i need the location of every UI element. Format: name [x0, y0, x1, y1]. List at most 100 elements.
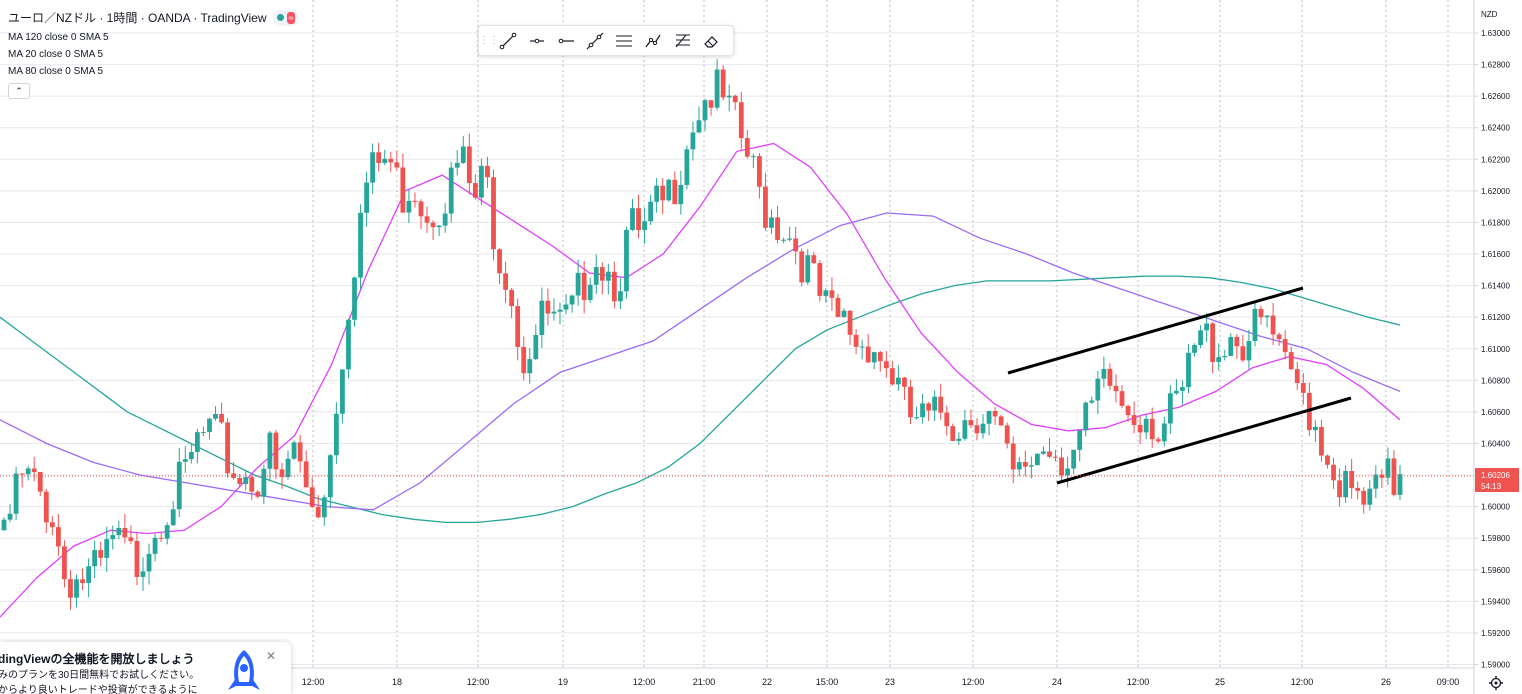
candle-body[interactable]: [714, 69, 720, 108]
candle-body[interactable]: [932, 396, 938, 411]
candle-body[interactable]: [237, 478, 243, 484]
candle-body[interactable]: [509, 289, 515, 307]
candle-body[interactable]: [974, 425, 980, 434]
candle-body[interactable]: [472, 183, 478, 198]
candle-body[interactable]: [92, 550, 98, 567]
candle-body[interactable]: [799, 251, 805, 283]
candle-body[interactable]: [1089, 400, 1095, 403]
candle-body[interactable]: [1028, 465, 1034, 467]
candle-body[interactable]: [684, 149, 690, 185]
candle-body[interactable]: [630, 208, 635, 230]
candle-body[interactable]: [1349, 471, 1355, 488]
candle-body[interactable]: [370, 152, 376, 183]
candle-body[interactable]: [1234, 337, 1240, 347]
ma-80-line[interactable]: [0, 212, 1401, 511]
candle-body[interactable]: [877, 352, 883, 362]
eraser-icon[interactable]: [696, 26, 725, 55]
candle-body[interactable]: [1216, 357, 1222, 362]
candle-body[interactable]: [128, 537, 134, 542]
candle-body[interactable]: [605, 271, 611, 281]
candle-body[interactable]: [273, 432, 279, 470]
candle-body[interactable]: [388, 158, 394, 163]
candle-body[interactable]: [1095, 378, 1101, 401]
candle-body[interactable]: [479, 165, 484, 198]
candle-body[interactable]: [1319, 426, 1324, 456]
candle-body[interactable]: [194, 432, 200, 452]
candle-body[interactable]: [1294, 369, 1300, 383]
candle-body[interactable]: [491, 177, 496, 250]
candle-body[interactable]: [485, 165, 490, 178]
candle-body[interactable]: [442, 213, 448, 226]
candle-body[interactable]: [80, 579, 85, 584]
candle-body[interactable]: [1113, 385, 1119, 392]
candle-body[interactable]: [1331, 464, 1336, 481]
candle-body[interactable]: [841, 310, 847, 317]
candle-body[interactable]: [938, 396, 944, 413]
upgrade-promo-popup[interactable]: dingViewの全機能を開放しましょう みのプランを30日間無料でお試しくださ…: [0, 642, 291, 694]
candle-body[interactable]: [557, 309, 563, 312]
candle-body[interactable]: [823, 290, 829, 296]
candle-body[interactable]: [394, 162, 400, 168]
candle-body[interactable]: [1071, 449, 1077, 469]
candle-body[interactable]: [188, 451, 194, 460]
candle-body[interactable]: [225, 422, 231, 474]
candle-body[interactable]: [424, 216, 430, 223]
candle-body[interactable]: [55, 527, 61, 547]
candle-body[interactable]: [249, 477, 255, 492]
candle-body[interactable]: [1282, 339, 1288, 353]
candle-body[interactable]: [992, 410, 998, 417]
candle-body[interactable]: [321, 497, 327, 518]
candle-body[interactable]: [1258, 308, 1264, 318]
candle-body[interactable]: [1041, 451, 1046, 454]
candle-body[interactable]: [201, 432, 206, 434]
candle-body[interactable]: [104, 539, 110, 558]
candle-body[interactable]: [261, 468, 267, 497]
candle-body[interactable]: [1186, 352, 1191, 388]
candle-body[interactable]: [1312, 426, 1318, 431]
candle-body[interactable]: [611, 271, 617, 302]
candle-body[interactable]: [116, 528, 122, 536]
candle-body[interactable]: [1288, 352, 1294, 370]
candle-body[interactable]: [642, 221, 647, 230]
candle-body[interactable]: [1149, 418, 1155, 440]
candle-body[interactable]: [231, 473, 237, 479]
candle-body[interactable]: [575, 272, 581, 296]
candle-body[interactable]: [593, 267, 599, 285]
candle-body[interactable]: [279, 469, 285, 478]
horizontal-line-icon[interactable]: [551, 26, 580, 55]
candle-body[interactable]: [1397, 474, 1403, 495]
candle-body[interactable]: [847, 310, 853, 335]
candle-body[interactable]: [86, 566, 92, 584]
candle-body[interactable]: [1192, 345, 1197, 353]
candle-body[interactable]: [1022, 462, 1028, 467]
candle-body[interactable]: [1119, 391, 1125, 406]
candle-body[interactable]: [1065, 468, 1071, 476]
candle-body[interactable]: [1222, 355, 1228, 358]
candle-body[interactable]: [418, 201, 424, 217]
candle-body[interactable]: [1010, 443, 1016, 470]
candle-body[interactable]: [7, 513, 13, 520]
candle-body[interactable]: [998, 416, 1004, 426]
candle-body[interactable]: [1167, 393, 1173, 424]
candle-body[interactable]: [110, 535, 116, 540]
candle-body[interactable]: [1270, 315, 1276, 335]
candle-body[interactable]: [1125, 405, 1131, 416]
candle-body[interactable]: [902, 377, 907, 387]
candle-body[interactable]: [1210, 323, 1216, 362]
legend-ma-80[interactable]: MA 80 close 0 SMA 5: [8, 66, 104, 77]
candle-body[interactable]: [551, 311, 557, 314]
candle-body[interactable]: [817, 263, 823, 296]
candle-body[interactable]: [497, 249, 502, 274]
candle-body[interactable]: [732, 95, 738, 103]
candle-body[interactable]: [1228, 337, 1234, 356]
candle-body[interactable]: [829, 290, 835, 298]
toolbar-drag-handle-icon[interactable]: ⋮⋮: [479, 35, 499, 46]
candle-body[interactable]: [430, 222, 436, 228]
candle-body[interactable]: [1047, 451, 1052, 457]
candle-body[interactable]: [170, 509, 176, 526]
candle-body[interactable]: [624, 229, 629, 292]
candle-body[interactable]: [720, 69, 726, 98]
candle-body[interactable]: [207, 418, 212, 433]
candle-body[interactable]: [1, 519, 7, 531]
candle-body[interactable]: [545, 300, 551, 314]
